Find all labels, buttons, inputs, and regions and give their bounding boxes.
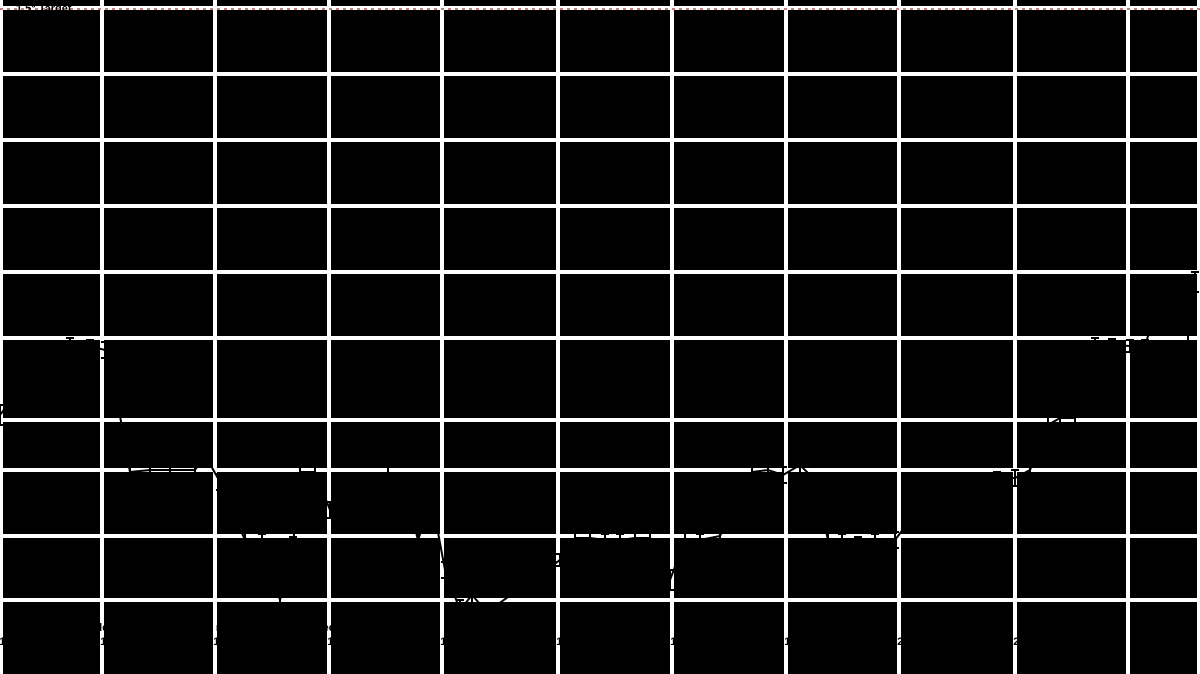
line-chart	[0, 0, 1200, 674]
target-label: 1.5° Target	[16, 3, 72, 15]
x-tick: 2017	[544, 636, 568, 648]
x-tick: 2013	[88, 636, 112, 648]
x-tick: 2021	[1001, 636, 1025, 648]
x-tick: 2018	[658, 636, 682, 648]
x-tick: 2014	[201, 636, 225, 648]
x-tick: 2016	[428, 636, 452, 648]
x-tick: 2020	[885, 636, 909, 648]
x-tick: 2015	[315, 636, 339, 648]
footer-caption: Refresh rate: Milestones every last 15 m…	[16, 622, 426, 634]
x-tick: 2013	[0, 636, 11, 648]
x-tick: 2019	[772, 636, 796, 648]
